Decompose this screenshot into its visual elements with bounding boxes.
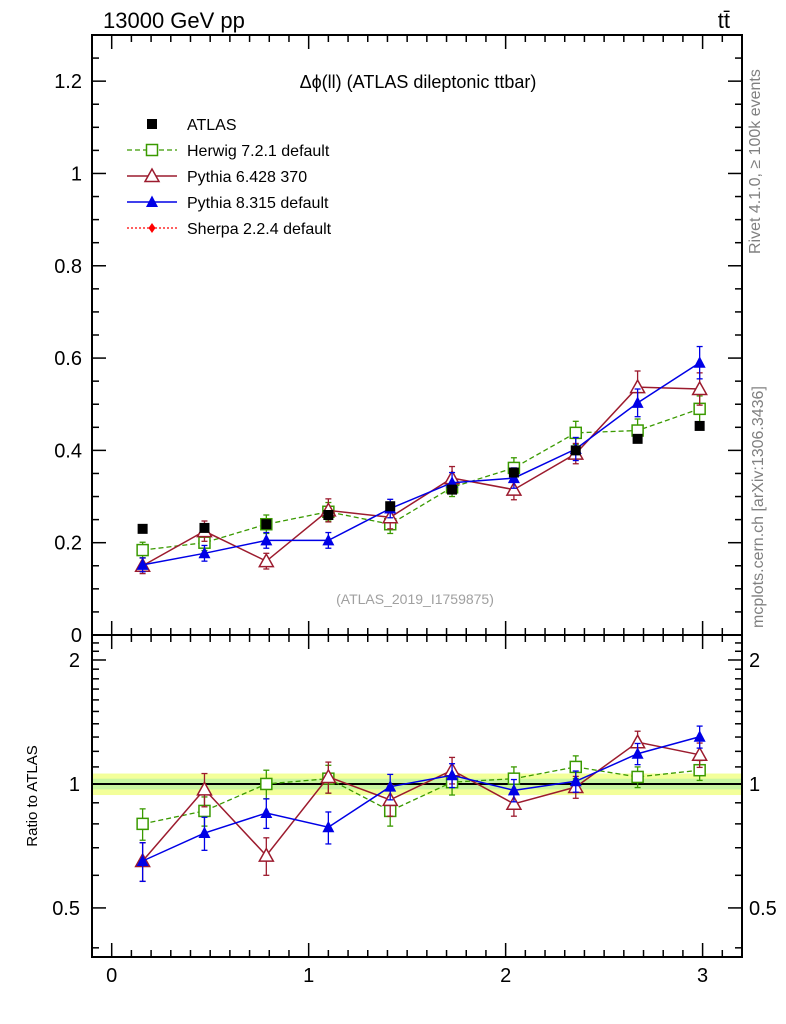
point-pythia8 xyxy=(322,820,335,833)
process-label: tt̄ xyxy=(718,8,730,33)
point-herwig xyxy=(631,770,644,784)
point-data xyxy=(694,420,705,431)
ratio-uncertainty-band xyxy=(92,773,742,796)
point-pythia8 xyxy=(446,768,459,781)
legend-label-herwig: Herwig 7.2.1 default xyxy=(187,143,330,160)
ratio-series-layer xyxy=(134,725,708,883)
point-pythia8 xyxy=(198,546,211,559)
point-pythia8 xyxy=(260,533,273,546)
point-pythia6 xyxy=(258,847,275,862)
point-data xyxy=(261,519,272,530)
point-pythia6 xyxy=(691,380,708,396)
series-data-main xyxy=(137,420,705,534)
main-series-layer xyxy=(134,345,708,575)
point-pythia8 xyxy=(569,774,582,787)
rivet-version-label: Rivet 4.1.0, ≥ 100k events xyxy=(747,69,764,254)
point-pythia8 xyxy=(198,826,211,839)
point-pythia8 xyxy=(136,854,149,866)
point-data xyxy=(385,501,396,512)
point-pythia6 xyxy=(258,552,275,568)
point-pythia8 xyxy=(693,730,706,742)
point-data xyxy=(447,484,458,495)
point-data xyxy=(137,523,148,534)
series-line-herwig xyxy=(142,408,700,551)
mcplots-source-label: mcplots.cern.ch [arXiv:1306.3436] xyxy=(750,386,767,628)
legend-marker-data xyxy=(147,119,157,129)
point-herwig xyxy=(260,777,273,791)
point-data xyxy=(632,433,643,444)
legend-marker-herwig xyxy=(145,143,159,157)
point-pythia8 xyxy=(260,806,273,819)
series-herwig-main xyxy=(136,395,706,559)
y-tick-label-ratio-right: 0.5 xyxy=(749,898,777,920)
series-pythia6-main xyxy=(134,370,708,575)
point-pythia6 xyxy=(691,746,708,762)
point-pythia8 xyxy=(631,396,644,408)
y-tick-label-main: 0.2 xyxy=(54,533,82,555)
legend-marker-sherpa xyxy=(148,223,156,233)
y-tick-label-main: 0.4 xyxy=(54,440,82,462)
legend-entry-pythia6: Pythia 6.428 370 xyxy=(127,167,307,186)
ratio-plot-frame xyxy=(91,634,743,958)
point-pythia8 xyxy=(384,780,397,792)
point-herwig xyxy=(136,543,149,557)
legend: ATLAS Herwig 7.2.1 default Pythia 6.428 37… xyxy=(127,117,332,238)
x-tick-label: 3 xyxy=(697,965,708,987)
point-herwig xyxy=(136,817,149,831)
series-line-pythia6 xyxy=(142,741,700,862)
point-pythia8 xyxy=(631,747,644,759)
point-pythia8 xyxy=(322,533,335,546)
x-tick-label: 1 xyxy=(303,965,314,987)
series-line-pythia8 xyxy=(142,362,701,566)
y-tick-label-ratio: 2 xyxy=(69,650,80,672)
point-pythia8 xyxy=(507,783,520,796)
y-tick-label-main: 0.8 xyxy=(54,256,82,278)
point-pythia6 xyxy=(320,768,337,784)
y-tick-label-ratio: 0.5 xyxy=(52,898,80,920)
analysis-watermark: (ATLAS_2019_I1759875) xyxy=(336,591,494,607)
point-pythia6 xyxy=(196,780,213,796)
point-data xyxy=(570,445,581,456)
y-tick-label-ratio: 1 xyxy=(69,774,80,796)
axis-ticks xyxy=(91,34,743,957)
point-pythia8 xyxy=(136,558,149,570)
x-tick-label: 0 xyxy=(106,965,117,987)
beam-label: 13000 GeV pp xyxy=(103,8,245,33)
point-data xyxy=(508,467,519,478)
series-line-pythia8 xyxy=(142,736,700,862)
point-herwig xyxy=(569,426,583,440)
legend-label-data: ATLAS xyxy=(187,117,237,134)
y-tick-label-ratio-right: 2 xyxy=(749,650,760,672)
point-data xyxy=(199,522,210,533)
x-tick-label: 2 xyxy=(500,965,511,987)
legend-entry-data: ATLAS xyxy=(147,117,237,134)
series-line-herwig xyxy=(142,766,700,825)
legend-entry-pythia8: Pythia 8.315 default xyxy=(127,195,329,212)
y-tick-label-main: 1.2 xyxy=(54,71,82,93)
point-pythia6 xyxy=(505,795,523,811)
y-tick-label-main: 0 xyxy=(71,625,82,647)
y-tick-label-ratio-right: 1 xyxy=(749,774,760,796)
point-data xyxy=(323,510,334,520)
legend-label-sherpa: Sherpa 2.2.4 default xyxy=(187,221,332,238)
chart-title: Δϕ(ll) (ATLAS dileptonic ttbar) xyxy=(300,72,537,92)
series-line-pythia6 xyxy=(142,386,700,567)
ratio-axis-label: Ratio to ATLAS xyxy=(24,745,41,846)
legend-entry-sherpa: Sherpa 2.2.4 default xyxy=(127,221,332,238)
y-tick-label-main: 0.6 xyxy=(54,348,82,370)
axis-tick-labels: 0 0.2 0.4 0.6 0.8 1 1.2 0 1 2 3 0.5 0.5 1 1 2 2 xyxy=(52,71,777,987)
point-pythia8 xyxy=(693,356,706,368)
y-tick-label-main: 1 xyxy=(71,163,82,185)
series-pythia8-ratio xyxy=(136,725,706,883)
legend-marker-pythia6 xyxy=(143,167,161,183)
legend-label-pythia8: Pythia 8.315 default xyxy=(187,195,329,212)
series-pythia6-ratio xyxy=(134,730,708,883)
legend-label-pythia6: Pythia 6.428 370 xyxy=(187,169,307,186)
legend-marker-pythia8 xyxy=(146,195,158,207)
legend-entry-herwig: Herwig 7.2.1 default xyxy=(127,143,330,160)
